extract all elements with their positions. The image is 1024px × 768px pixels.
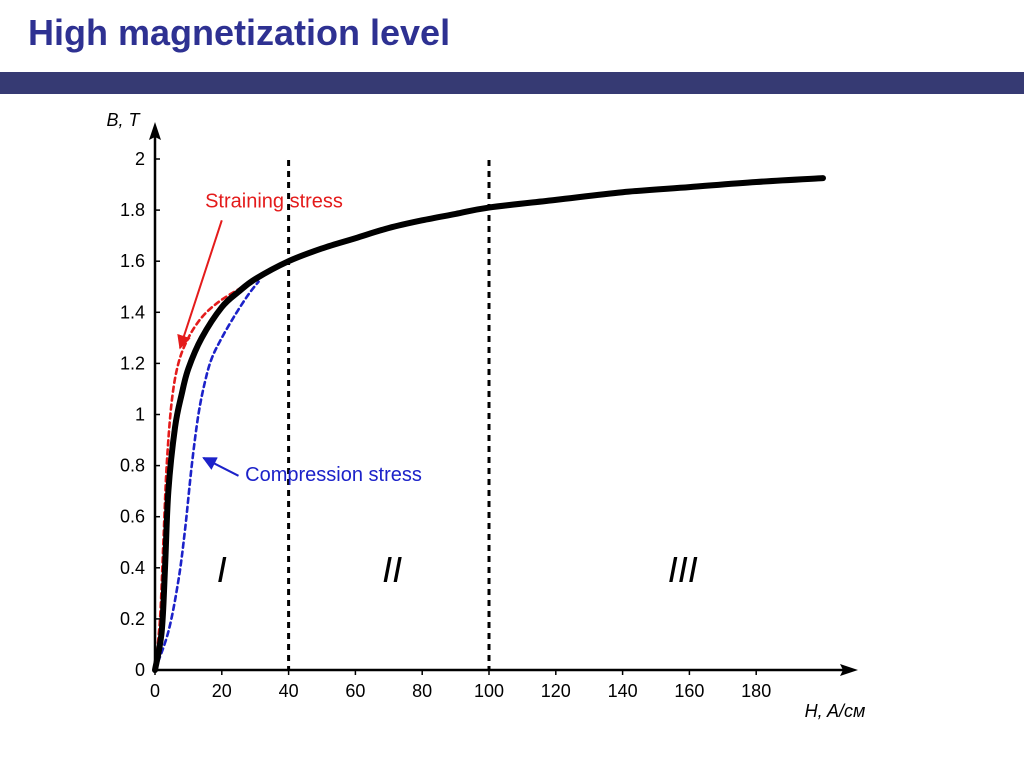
y-tick-label: 0.4 <box>120 558 145 578</box>
title-divider-bar <box>0 72 1024 94</box>
series-compression-stress <box>153 280 260 672</box>
annotation-straining-stress: Straining stress <box>205 191 343 213</box>
annotation-arrow-straining-stress <box>177 220 223 350</box>
x-tick-label: 100 <box>474 681 504 701</box>
y-tick-label: 0.8 <box>120 456 145 476</box>
y-tick-label: 1.2 <box>120 353 145 373</box>
x-tick-label: 120 <box>541 681 571 701</box>
region-label-II: II <box>382 549 402 590</box>
x-tick-label: 20 <box>212 681 232 701</box>
y-tick-label: 1.4 <box>120 302 145 322</box>
y-tick-label: 1.8 <box>120 200 145 220</box>
x-tick-label: 40 <box>279 681 299 701</box>
annotation-compression-stress: Compression stress <box>245 464 422 486</box>
x-tick-label: 80 <box>412 681 432 701</box>
x-tick-label: 180 <box>741 681 771 701</box>
x-tick-label: 140 <box>608 681 638 701</box>
y-tick-label: 0.6 <box>120 507 145 527</box>
y-tick-label: 1 <box>135 405 145 425</box>
region-label-III: III <box>668 549 698 590</box>
x-axis-label: H, A/см <box>805 701 866 721</box>
y-tick-label: 0.2 <box>120 609 145 629</box>
y-tick-label: 2 <box>135 149 145 169</box>
y-axis-label: B, T <box>106 110 141 130</box>
x-tick-label: 160 <box>674 681 704 701</box>
x-tick-label: 60 <box>345 681 365 701</box>
x-tick-label: 0 <box>150 681 160 701</box>
annotation-arrow-compression-stress <box>202 457 239 477</box>
x-axis-arrowhead <box>840 664 858 676</box>
y-tick-label: 1.6 <box>120 251 145 271</box>
y-tick-label: 0 <box>135 660 145 680</box>
y-axis-arrowhead <box>149 122 161 140</box>
series-magnetization-curve <box>152 175 826 673</box>
slide-title: High magnetization level <box>28 12 451 53</box>
region-label-I: I <box>217 549 227 590</box>
